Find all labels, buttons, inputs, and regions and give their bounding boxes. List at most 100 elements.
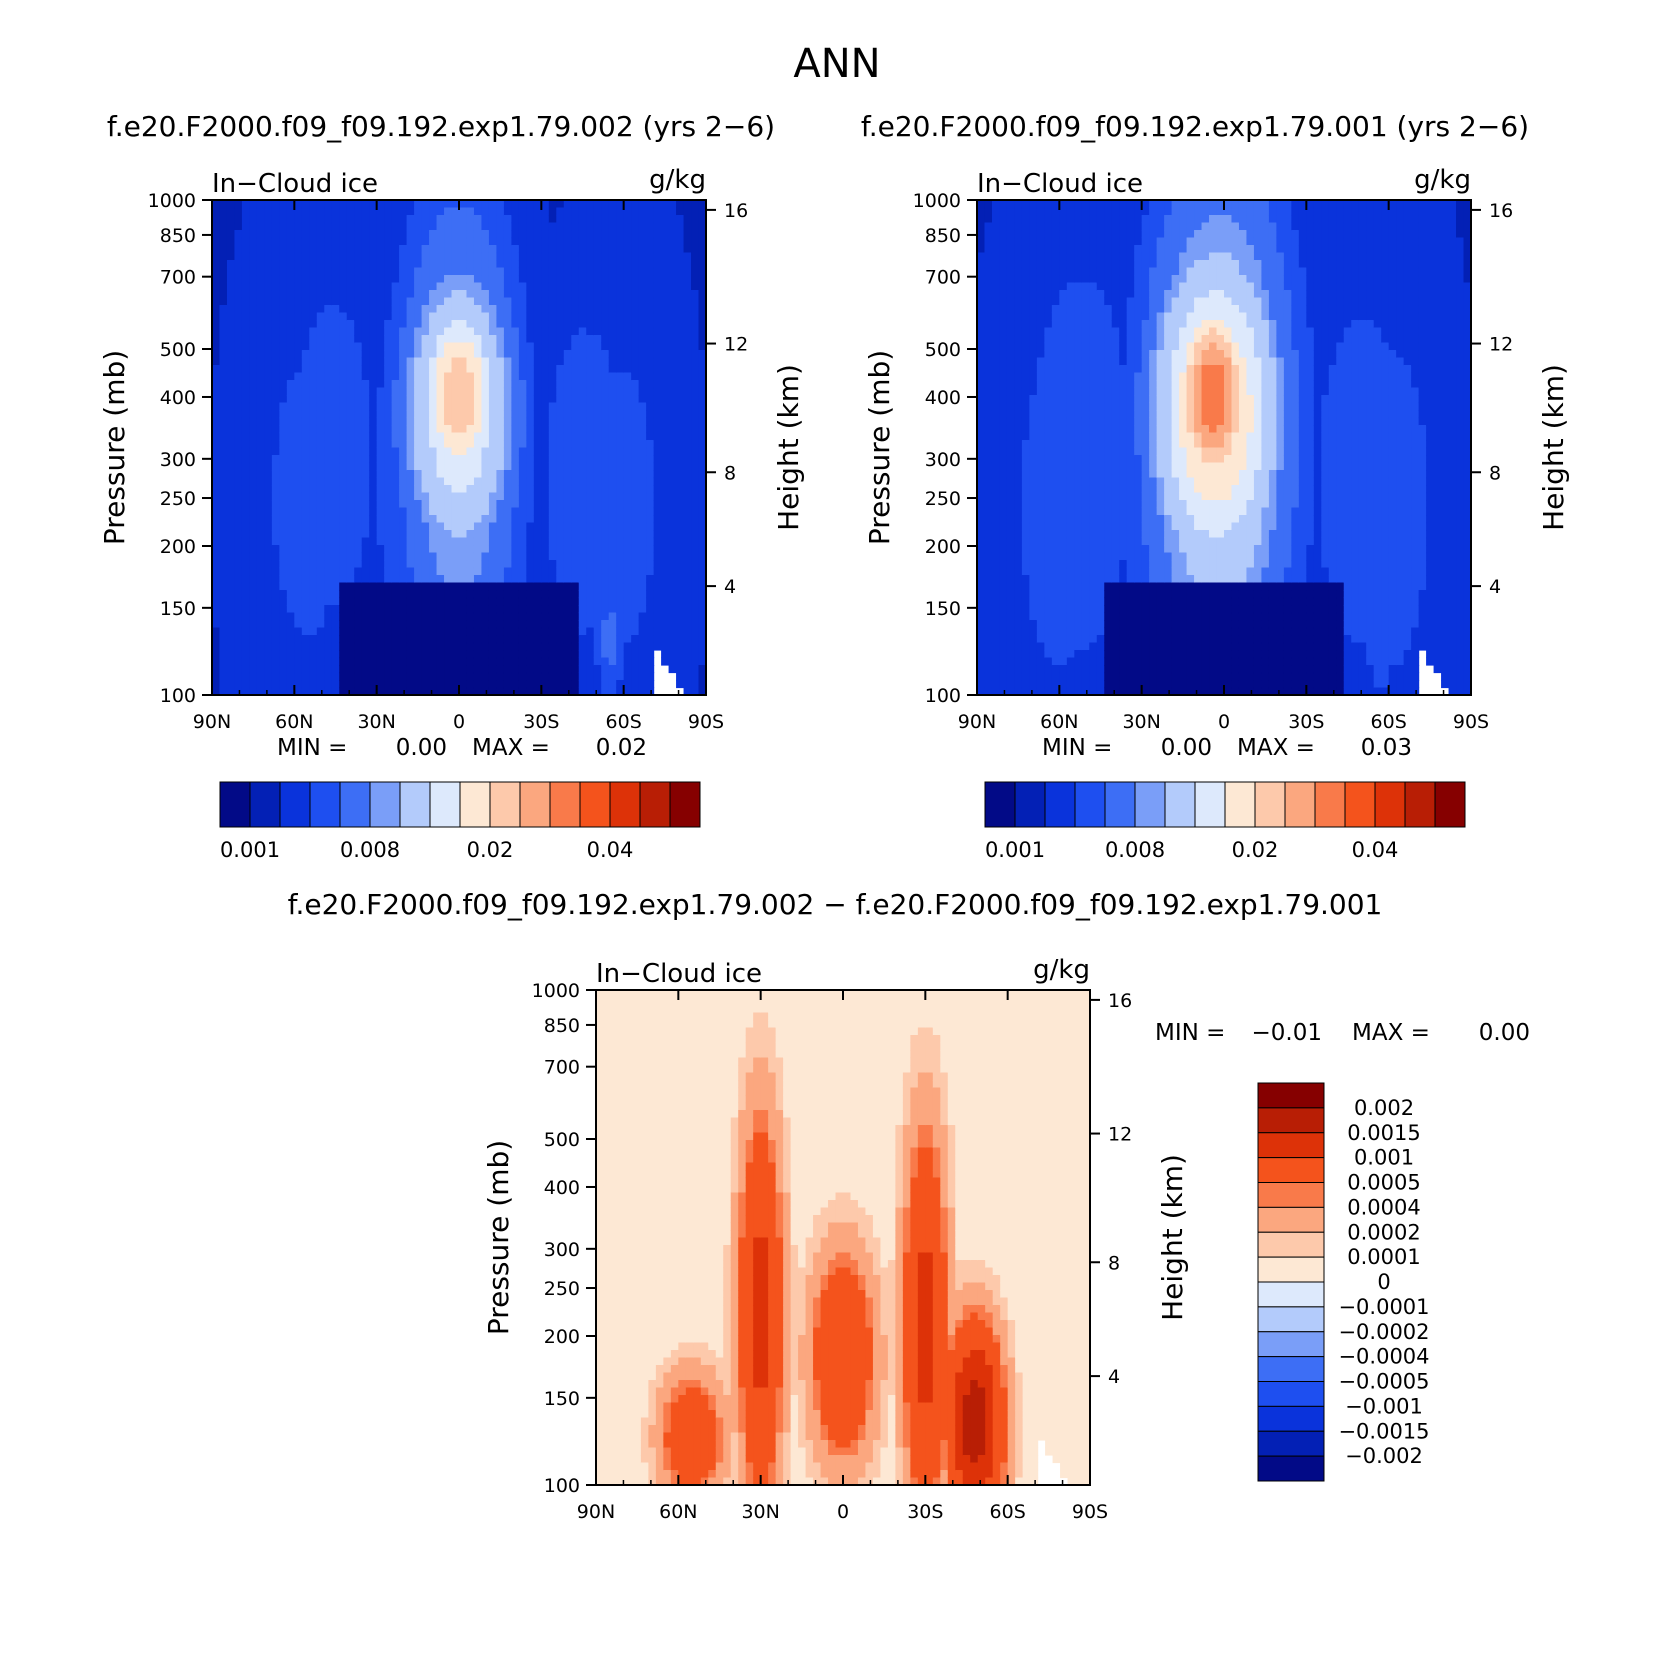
- contour-cell: [406, 440, 415, 449]
- contour-cell: [541, 560, 550, 569]
- contour-cell: [316, 635, 325, 644]
- contour-cell: [683, 230, 692, 239]
- contour-cell: [556, 305, 565, 314]
- contour-cell: [346, 477, 355, 486]
- contour-cell: [391, 350, 400, 359]
- contour-cell: [991, 260, 1001, 269]
- contour-cell: [249, 410, 258, 419]
- y2-tick-label: 4: [724, 576, 736, 598]
- contour-cell: [999, 440, 1008, 449]
- contour-cell: [391, 590, 400, 599]
- contour-cell: [473, 260, 483, 269]
- contour-cell: [683, 522, 692, 531]
- contour-cell: [399, 560, 408, 569]
- contour-cell: [294, 477, 303, 486]
- colorbar-swatch: [429, 781, 461, 828]
- contour-cell: [226, 575, 236, 584]
- contour-cell: [414, 575, 423, 584]
- contour-cell: [331, 582, 340, 591]
- contour-cell: [339, 410, 348, 419]
- contour-cell: [977, 425, 986, 434]
- contour-cell: [601, 605, 610, 614]
- contour-cell: [399, 620, 408, 629]
- contour-cell: [1029, 485, 1038, 494]
- contour-cell: [294, 425, 303, 434]
- contour-cell: [496, 597, 505, 606]
- contour-cell: [653, 530, 662, 539]
- contour-cell: [646, 545, 655, 554]
- contour-cell: [518, 267, 527, 276]
- contour-cell: [991, 327, 1001, 336]
- contour-cell: [271, 620, 280, 629]
- contour-cell: [219, 410, 228, 419]
- contour-cell: [977, 252, 986, 261]
- contour-cell: [444, 230, 453, 239]
- contour-cell: [518, 342, 527, 351]
- contour-cell: [294, 567, 303, 576]
- contour-cell: [436, 402, 445, 411]
- contour-cell: [271, 297, 280, 306]
- contour-cell: [586, 620, 595, 629]
- contour-cell: [406, 357, 415, 366]
- contour-cell: [631, 215, 640, 224]
- contour-cell: [623, 290, 632, 299]
- contour-cell: [459, 252, 468, 261]
- contour-cell: [271, 395, 280, 404]
- contour-cell: [488, 417, 498, 426]
- contour-cell: [414, 425, 423, 434]
- contour-cell: [339, 590, 348, 599]
- contour-cell: [661, 432, 670, 441]
- contour-cell: [264, 395, 273, 404]
- contour-cell: [661, 252, 670, 261]
- contour-cell: [473, 387, 483, 396]
- contour-cell: [421, 215, 430, 224]
- contour-cell: [451, 245, 460, 254]
- contour-cell: [698, 537, 707, 546]
- contour-cell: [346, 462, 355, 471]
- contour-cell: [279, 395, 288, 404]
- max-value: 0.02: [596, 735, 647, 761]
- contour-cell: [1021, 297, 1030, 306]
- contour-cell: [271, 327, 280, 336]
- contour-cell: [256, 312, 265, 321]
- contour-cell: [301, 305, 310, 314]
- contour-cell: [1036, 342, 1045, 351]
- contour-cell: [331, 357, 340, 366]
- contour-cell: [384, 560, 393, 569]
- contour-cell: [1014, 320, 1023, 329]
- contour-cell: [999, 560, 1008, 569]
- contour-cell: [369, 672, 378, 681]
- contour-cell: [984, 335, 993, 344]
- contour-cell: [511, 410, 520, 419]
- contour-cell: [608, 342, 617, 351]
- contour-cell: [241, 492, 251, 501]
- contour-cell: [1014, 455, 1023, 464]
- contour-cell: [369, 485, 378, 494]
- contour-cell: [226, 305, 236, 314]
- contour-cell: [294, 200, 303, 209]
- contour-cell: [241, 447, 251, 456]
- contour-cell: [384, 380, 393, 389]
- contour-cell: [518, 290, 527, 299]
- contour-cell: [451, 402, 460, 411]
- contour-cell: [226, 230, 236, 239]
- contour-cell: [563, 545, 572, 554]
- contour-cell: [518, 252, 527, 261]
- contour-cell: [691, 402, 700, 411]
- contour-cell: [249, 312, 258, 321]
- contour-cell: [691, 552, 700, 561]
- contour-cell: [556, 327, 565, 336]
- contour-cell: [541, 432, 550, 441]
- contour-cell: [586, 297, 595, 306]
- contour-cell: [264, 642, 273, 651]
- contour-cell: [309, 627, 318, 636]
- contour-cell: [548, 492, 557, 501]
- contour-cell: [977, 620, 986, 629]
- contour-cell: [406, 582, 415, 591]
- contour-cell: [631, 380, 640, 389]
- contour-cell: [977, 395, 986, 404]
- contour-cell: [212, 687, 221, 696]
- contour-cell: [346, 327, 355, 336]
- contour-cell: [1036, 305, 1045, 314]
- contour-cell: [668, 282, 677, 291]
